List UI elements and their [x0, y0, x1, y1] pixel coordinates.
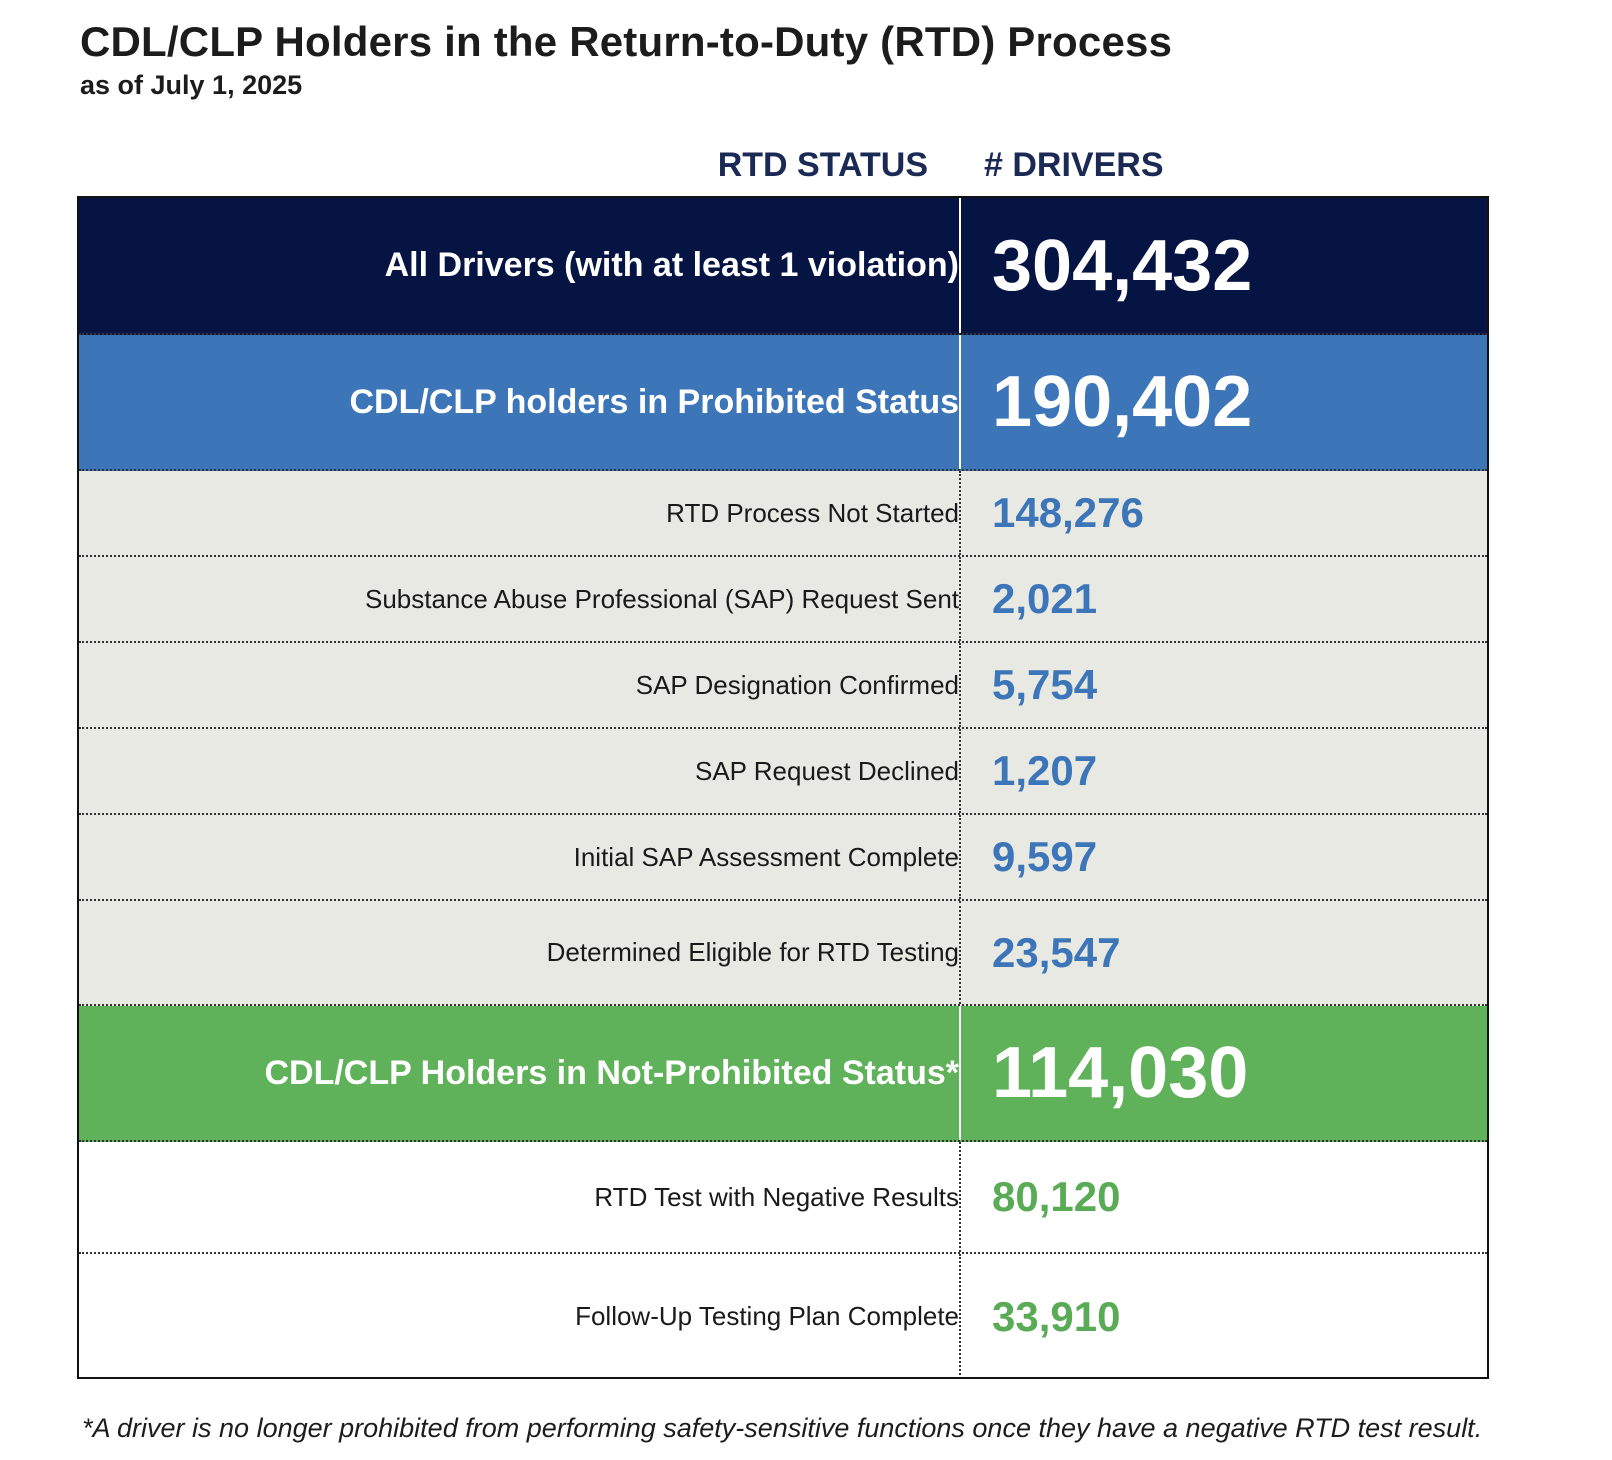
row-value: 114,030 — [992, 1033, 1249, 1113]
column-divider — [959, 471, 961, 555]
row-value: 304,432 — [992, 225, 1253, 306]
column-divider — [959, 729, 961, 813]
row-follow-up-testing: Follow-Up Testing Plan Complete 33,910 — [79, 1254, 1487, 1377]
row-label: RTD Process Not Started — [666, 497, 959, 528]
column-header-drivers: # DRIVERS — [984, 146, 1164, 184]
page-subtitle: as of July 1, 2025 — [80, 70, 303, 100]
column-divider — [959, 1254, 961, 1377]
row-label: Determined Eligible for RTD Testing — [546, 937, 959, 967]
column-divider — [959, 557, 961, 641]
column-divider — [959, 198, 961, 333]
rtd-status-table: All Drivers (with at least 1 violation) … — [77, 196, 1489, 1379]
row-label: CDL/CLP Holders in Not-Prohibited Status… — [264, 1053, 959, 1092]
row-all-drivers: All Drivers (with at least 1 violation) … — [79, 198, 1487, 335]
row-not-prohibited-status: CDL/CLP Holders in Not-Prohibited Status… — [79, 1006, 1487, 1142]
row-label: Initial SAP Assessment Complete — [573, 841, 959, 872]
row-label: Follow-Up Testing Plan Complete — [575, 1301, 959, 1331]
column-divider — [959, 335, 961, 469]
column-divider — [959, 1006, 961, 1140]
row-value: 5,754 — [992, 661, 1098, 708]
row-prohibited-status: CDL/CLP holders in Prohibited Status 190… — [79, 335, 1487, 471]
column-header-status: RTD STATUS — [717, 146, 928, 184]
row-label: All Drivers (with at least 1 violation) — [384, 246, 959, 284]
row-label: SAP Designation Confirmed — [635, 669, 959, 700]
row-label: RTD Test with Negative Results — [594, 1181, 959, 1212]
row-eligible-rtd-testing: Determined Eligible for RTD Testing 23,5… — [79, 901, 1487, 1006]
row-value: 33,910 — [992, 1292, 1121, 1340]
page-title: CDL/CLP Holders in the Return-to-Duty (R… — [80, 18, 1173, 65]
row-value: 2,021 — [992, 575, 1098, 622]
row-rtd-not-started: RTD Process Not Started 148,276 — [79, 471, 1487, 557]
row-value: 1,207 — [992, 747, 1098, 794]
row-label: CDL/CLP holders in Prohibited Status — [349, 382, 959, 421]
row-initial-sap-assessment: Initial SAP Assessment Complete 9,597 — [79, 815, 1487, 901]
row-sap-request-declined: SAP Request Declined 1,207 — [79, 729, 1487, 815]
column-divider — [959, 643, 961, 727]
row-value: 148,276 — [992, 489, 1144, 536]
row-value: 80,120 — [992, 1173, 1121, 1220]
row-value: 23,547 — [992, 928, 1121, 976]
row-label: SAP Request Declined — [694, 755, 959, 786]
row-rtd-negative-results: RTD Test with Negative Results 80,120 — [79, 1142, 1487, 1254]
row-value: 190,402 — [992, 362, 1253, 442]
footnote: *A driver is no longer prohibited from p… — [82, 1413, 1483, 1443]
column-divider — [959, 815, 961, 899]
column-divider — [959, 901, 961, 1004]
row-value: 9,597 — [992, 833, 1098, 880]
row-sap-request-sent: Substance Abuse Professional (SAP) Reque… — [79, 557, 1487, 643]
row-label: Substance Abuse Professional (SAP) Reque… — [364, 583, 959, 614]
row-sap-designation-confirmed: SAP Designation Confirmed 5,754 — [79, 643, 1487, 729]
column-divider — [959, 1142, 961, 1252]
